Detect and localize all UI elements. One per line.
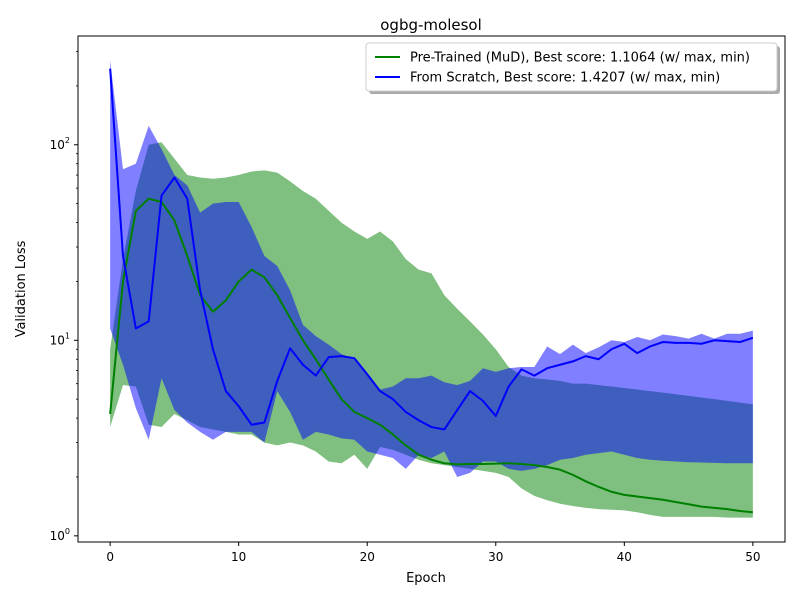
chart-title: ogbg-molesol [380,16,482,34]
x-tick-label: 40 [617,550,632,564]
band-scratch [110,60,753,477]
legend: Pre-Trained (MuD), Best score: 1.1064 (w… [365,42,780,94]
line-pretrained [109,197,753,514]
x-axis-label: Epoch [406,571,446,586]
plot-area [109,60,754,518]
axes-frame [77,35,786,543]
x-tick-label: 30 [488,550,503,564]
legend-label-scratch: From Scratch, Best score: 1.4207 (w/ max… [410,71,720,86]
x-tick-label: 10 [231,550,246,564]
line-scratch [109,68,754,431]
legend-label-pretrained: Pre-Trained (MuD), Best score: 1.1064 (w… [410,51,750,66]
y-axis-label: Validation Loss [14,240,29,337]
legend-box [365,42,778,92]
x-tick-label: 20 [360,550,375,564]
x-axis: 0 10 20 30 40 50 [106,542,761,564]
x-tick-label: 0 [106,550,114,564]
x-tick-label: 50 [745,550,760,564]
